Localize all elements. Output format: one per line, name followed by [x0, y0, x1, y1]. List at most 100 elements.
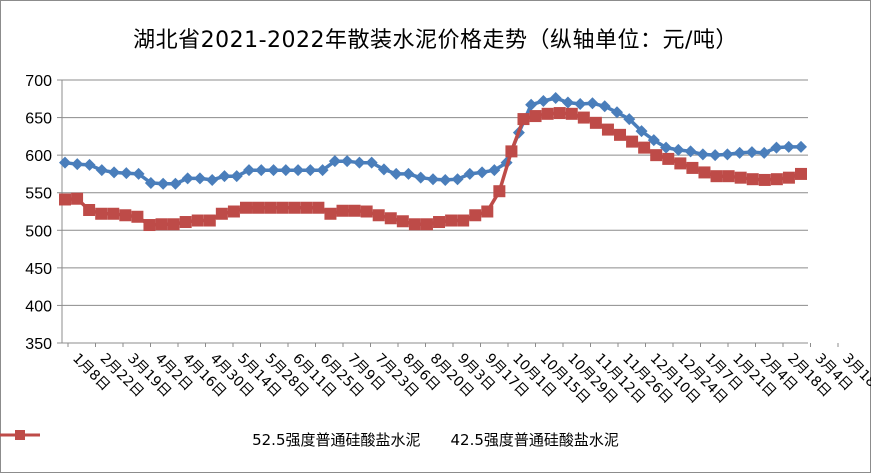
data-point: [193, 172, 206, 185]
y-tick-label: 350: [25, 336, 52, 353]
data-point: [517, 113, 530, 126]
data-point: [722, 170, 735, 183]
data-point: [420, 218, 433, 231]
data-point: [733, 146, 746, 159]
data-point: [674, 157, 687, 170]
data-point: [71, 158, 84, 171]
data-point: [169, 177, 182, 190]
data-point: [206, 173, 219, 186]
data-point: [709, 149, 722, 162]
data-point: [549, 92, 562, 105]
data-point: [574, 98, 587, 111]
data-point: [264, 201, 277, 214]
data-point: [529, 110, 542, 123]
data-point: [353, 156, 366, 169]
data-point: [525, 98, 538, 111]
data-point: [181, 172, 194, 185]
data-point: [390, 167, 403, 180]
data-point: [179, 216, 192, 229]
data-point: [635, 125, 648, 138]
legend-label-series-1: 52.5强度普通硅酸盐水泥: [252, 430, 421, 449]
data-point: [782, 171, 795, 184]
y-tick-label: 500: [25, 223, 52, 240]
data-point: [782, 140, 795, 153]
data-point: [215, 207, 228, 220]
data-point: [167, 218, 180, 231]
legend-swatch-square-icon: [0, 430, 40, 440]
data-point: [144, 176, 157, 189]
data-point: [276, 201, 289, 214]
data-point: [626, 135, 639, 148]
gridlines: [62, 79, 808, 306]
data-point: [143, 219, 156, 232]
y-tick-label: 450: [25, 261, 52, 278]
data-point: [672, 143, 685, 156]
data-point: [746, 173, 759, 186]
data-point: [341, 155, 354, 168]
data-point: [120, 167, 133, 180]
data-point: [119, 209, 132, 222]
data-point: [758, 146, 771, 159]
data-point: [586, 97, 599, 110]
data-point: [611, 106, 623, 119]
data-point: [721, 148, 734, 161]
data-point: [439, 173, 452, 186]
data-point: [377, 163, 390, 176]
data-point: [601, 123, 614, 136]
data-point: [227, 205, 240, 218]
data-point: [108, 166, 121, 179]
data-point: [734, 171, 747, 184]
data-point: [537, 95, 550, 108]
data-point: [408, 218, 421, 231]
data-point: [647, 134, 660, 147]
data-point: [83, 203, 96, 216]
data-point: [577, 111, 590, 124]
data-point: [279, 164, 292, 177]
data-point: [396, 215, 409, 228]
data-point: [660, 141, 673, 154]
data-point: [191, 214, 204, 227]
data-point: [445, 214, 458, 227]
data-point: [107, 207, 120, 220]
data-point: [243, 164, 255, 177]
data-point: [336, 204, 349, 217]
data-point: [218, 170, 231, 183]
data-point: [433, 216, 446, 229]
data-point: [157, 177, 170, 190]
data-point: [795, 167, 807, 180]
data-point: [650, 149, 663, 162]
data-point: [662, 152, 675, 165]
data-point: [267, 164, 280, 177]
data-point: [316, 164, 329, 177]
data-point: [745, 146, 758, 159]
data-point: [132, 167, 145, 180]
data-point: [686, 161, 699, 174]
y-tick-label: 550: [25, 186, 52, 203]
data-point: [565, 107, 578, 120]
data-point: [230, 170, 243, 183]
y-tick-label: 400: [25, 298, 52, 315]
data-point: [300, 201, 313, 214]
data-point: [95, 207, 108, 220]
y-tick-label: 650: [25, 111, 52, 128]
y-tick-label: 700: [25, 73, 52, 90]
data-point: [95, 164, 108, 177]
data-point: [476, 166, 489, 179]
data-point: [255, 164, 268, 177]
data-point: [481, 205, 494, 218]
x-axis-ticks: 1月8日2月22日3月19日4月2日4月16日4月30日5月14日5月28日6月…: [69, 351, 871, 407]
data-point: [758, 173, 771, 186]
data-point: [252, 201, 265, 214]
data-point: [402, 167, 415, 180]
data-point: [698, 166, 711, 179]
data-point: [348, 204, 361, 217]
data-point: [372, 209, 385, 222]
data-point: [488, 164, 501, 177]
data-point: [131, 210, 144, 223]
data-point: [457, 214, 470, 227]
data-point: [451, 173, 464, 186]
data-point: [71, 192, 84, 205]
data-point: [292, 164, 305, 177]
legend: 52.5强度普通硅酸盐水泥 42.5强度普通硅酸盐水泥: [0, 428, 871, 450]
